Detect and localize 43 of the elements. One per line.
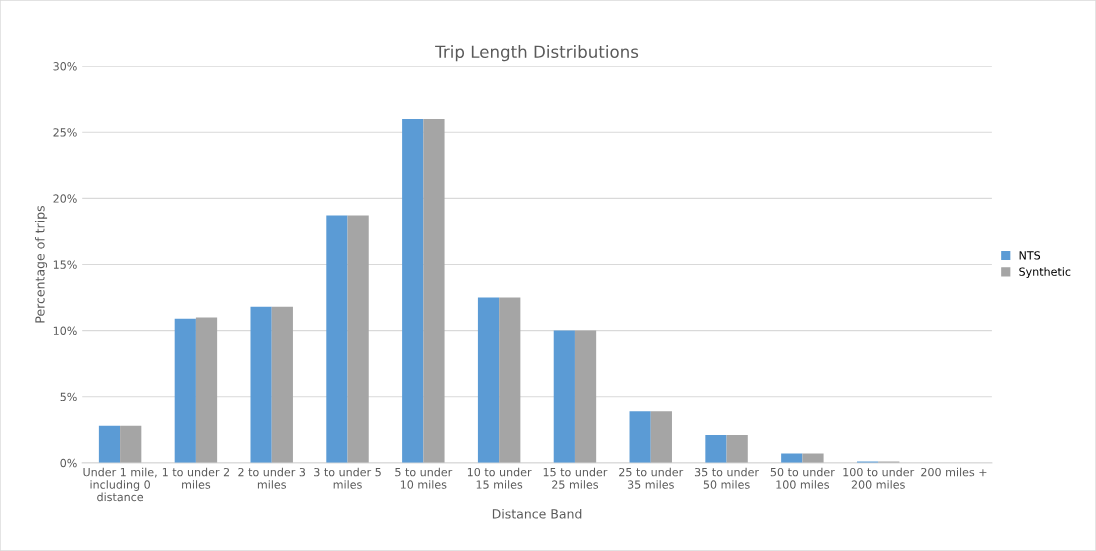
bar <box>802 453 824 463</box>
bar <box>574 330 597 463</box>
bar <box>629 411 651 463</box>
bar <box>650 411 672 463</box>
y-axis-title: Percentage of trips <box>34 205 48 323</box>
bar <box>250 306 272 463</box>
bar <box>174 318 196 463</box>
bar <box>120 425 142 463</box>
x-tick-label: 25 to under 35 miles <box>619 467 684 489</box>
bar <box>402 119 424 463</box>
bar <box>423 119 445 463</box>
bar <box>98 425 121 463</box>
x-tick-label: 15 to under 25 miles <box>543 467 608 489</box>
bar <box>347 215 369 463</box>
bar <box>553 330 575 463</box>
bar <box>326 215 348 463</box>
y-tick-label: 10% <box>53 326 77 335</box>
y-tick-label: 20% <box>53 194 77 203</box>
x-axis-title: Distance Band <box>492 508 582 519</box>
x-tick-label: 10 to under 15 miles <box>467 467 532 489</box>
x-tick-label: Under 1 mile, including 0 distance <box>83 467 157 502</box>
chart-title: Trip Length Distributions <box>435 45 639 62</box>
y-tick-label: 5% <box>60 392 77 402</box>
x-tick-label: 5 to under 10 miles <box>395 467 453 489</box>
bar <box>705 435 727 463</box>
y-tick-label: 30% <box>53 62 77 71</box>
y-tick-label: 25% <box>53 128 77 137</box>
x-tick-label: 100 to under 200 miles <box>843 467 915 489</box>
bar <box>477 297 500 463</box>
bar <box>195 317 218 463</box>
y-tick-label: 15% <box>53 260 77 269</box>
x-tick-label: 200 miles + <box>921 467 987 477</box>
bar <box>726 435 748 463</box>
bar <box>499 297 521 463</box>
legend-label: Synthetic <box>1019 267 1071 279</box>
bar <box>271 306 293 463</box>
x-tick-label: 50 to under 100 miles <box>770 467 835 489</box>
x-tick-label: 35 to under 50 miles <box>694 467 760 489</box>
y-tick-label: 0% <box>60 458 77 468</box>
legend-label: NTS <box>1019 251 1041 260</box>
x-tick-label: 1 to under 2 miles <box>162 467 230 489</box>
x-tick-label: 3 to under 5 miles <box>314 467 381 489</box>
x-tick-label: 2 to under 3 miles <box>238 467 306 489</box>
